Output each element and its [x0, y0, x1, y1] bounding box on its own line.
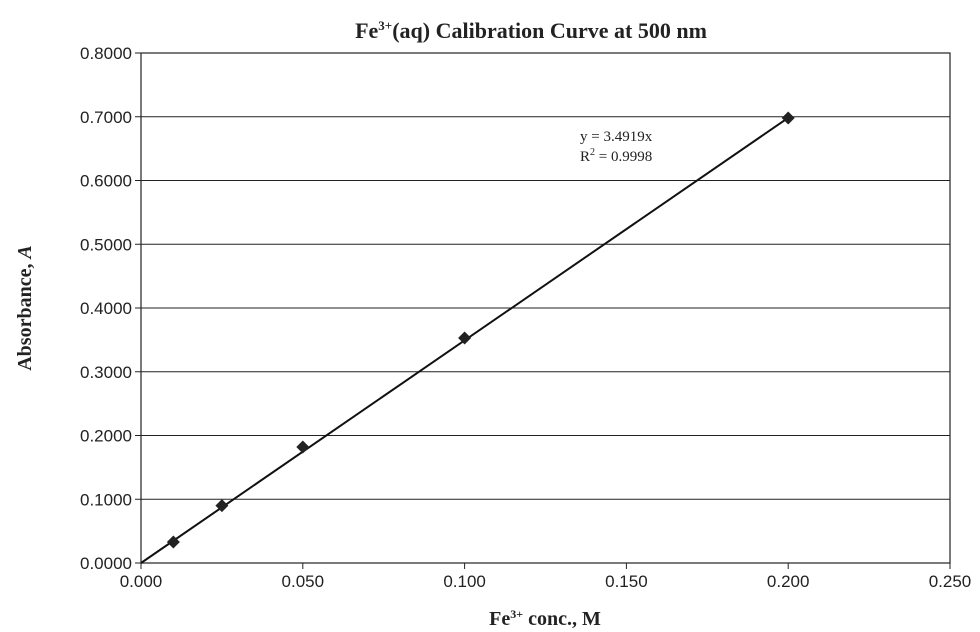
data-point: [296, 440, 310, 454]
gridlines: [141, 116, 950, 500]
chart-title: Fe3+(aq) Calibration Curve at 500 nm: [355, 18, 707, 43]
y-axis-ticks: 0.0000 0.1000 0.2000 0.3000 0.4000 0.5000 0.60…: [80, 44, 141, 573]
data-point: [166, 535, 180, 549]
trendline-equation: y = 3.4919x: [580, 129, 653, 145]
x-tick-label: 0.100: [443, 572, 486, 591]
y-tick-label: 0.5000: [80, 235, 132, 254]
y-tick-label: 0.1000: [80, 490, 132, 509]
x-tick-label: 0.050: [282, 572, 325, 591]
y-tick-label: 0.7000: [80, 108, 132, 127]
data-point: [781, 111, 795, 125]
x-tick-label: 0.150: [605, 572, 648, 591]
y-tick-label: 0.3000: [80, 363, 132, 382]
data-point: [215, 499, 229, 513]
x-axis-ticks: 0.000 0.050 0.100 0.150 0.200 0.250: [120, 563, 972, 591]
y-tick-label: 0.2000: [80, 427, 132, 446]
y-tick-label: 0.6000: [80, 172, 132, 191]
y-tick-label: 0.0000: [80, 554, 132, 573]
x-tick-label: 0.000: [120, 572, 163, 591]
x-axis-label: Fe3+ conc., M: [489, 607, 601, 630]
data-points: [166, 111, 795, 549]
y-axis-label: Absorbance, A: [14, 245, 36, 371]
plot-area-border: [140, 52, 951, 564]
x-tick-label: 0.200: [767, 572, 810, 591]
data-point: [458, 331, 472, 345]
y-tick-label: 0.8000: [80, 44, 132, 63]
y-tick-label: 0.4000: [80, 299, 132, 318]
r-squared-label: R2 = 0.9998: [580, 147, 652, 165]
x-tick-label: 0.250: [929, 572, 972, 591]
